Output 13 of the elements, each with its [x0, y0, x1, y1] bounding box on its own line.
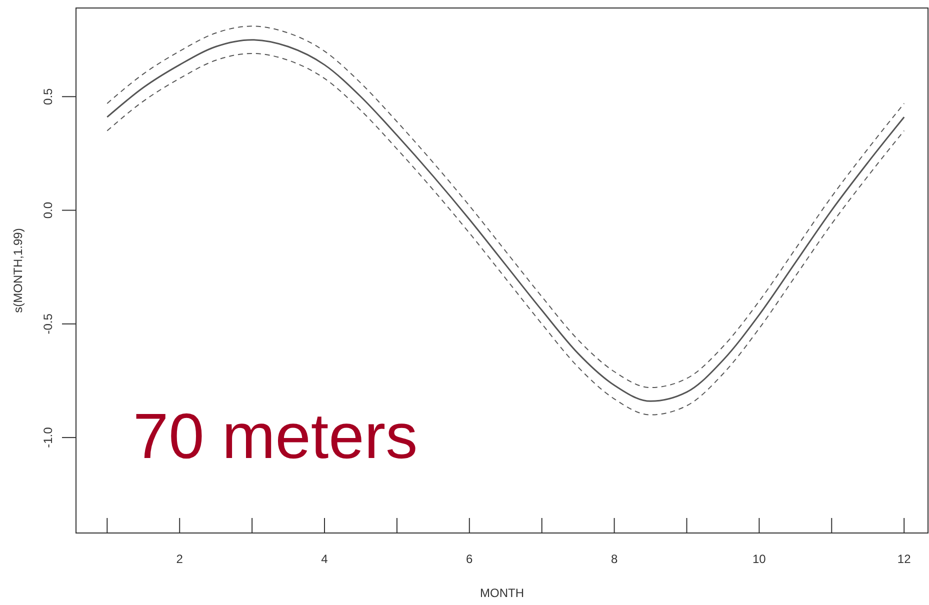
x-tick-label: 12 — [897, 552, 912, 566]
x-tick-label: 8 — [610, 552, 618, 566]
x-tick-label: 6 — [466, 552, 474, 566]
x-tick-label: 4 — [321, 552, 328, 566]
annotation: 70 meters — [133, 400, 418, 472]
x-tick-label: 2 — [176, 552, 184, 566]
y-axis-title: s(MONTH,1.99) — [11, 228, 25, 313]
x-axis-title: MONTH — [480, 586, 524, 600]
y-tick-label: -0.5 — [41, 313, 55, 334]
y-tick-label: 0.0 — [41, 202, 55, 219]
y-tick-label: -1.0 — [41, 426, 55, 448]
x-tick-label: 10 — [752, 552, 766, 566]
y-tick-label: 0.5 — [41, 88, 55, 105]
